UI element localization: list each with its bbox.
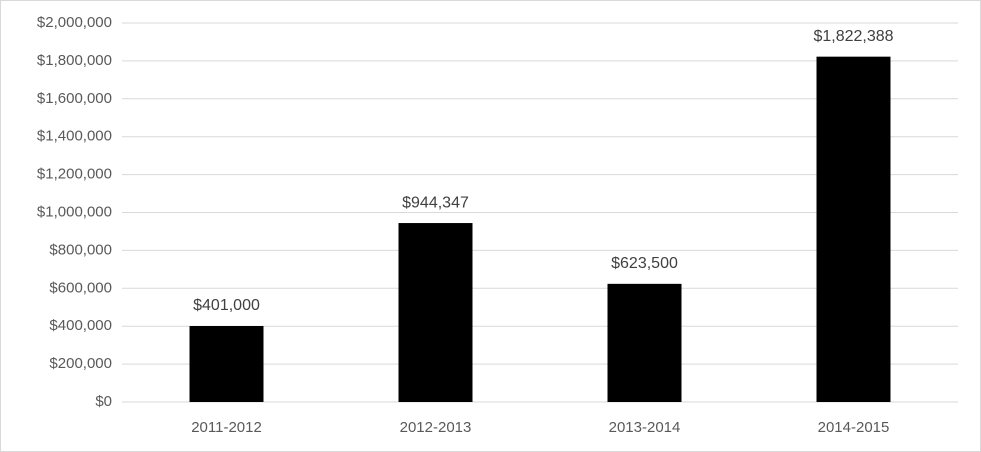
value-label: $401,000 xyxy=(193,297,260,314)
x-tick-label: 2013-2014 xyxy=(609,419,681,436)
y-tick-label: $0 xyxy=(95,393,112,410)
value-label: $944,347 xyxy=(402,194,469,211)
bar xyxy=(398,223,473,402)
x-tick-label: 2014-2015 xyxy=(818,419,890,436)
y-tick-label: $1,400,000 xyxy=(37,128,112,145)
y-tick-label: $1,800,000 xyxy=(37,52,112,69)
x-tick-label: 2011-2012 xyxy=(191,419,262,436)
value-label: $623,500 xyxy=(611,255,678,272)
y-tick-label: $400,000 xyxy=(49,317,112,334)
y-tick-label: $200,000 xyxy=(49,355,112,372)
bar xyxy=(607,283,682,402)
y-tick-label: $1,200,000 xyxy=(37,166,112,183)
x-tick-label: 2012-2013 xyxy=(400,419,472,436)
y-tick-label: $600,000 xyxy=(49,279,112,296)
bar xyxy=(816,56,891,403)
y-tick-label: $2,000,000 xyxy=(37,14,112,31)
bar xyxy=(189,326,264,402)
y-tick-label: $1,000,000 xyxy=(37,203,112,220)
y-tick-label: $1,600,000 xyxy=(37,90,112,107)
y-tick-label: $800,000 xyxy=(49,241,112,258)
value-label: $1,822,388 xyxy=(813,28,893,45)
